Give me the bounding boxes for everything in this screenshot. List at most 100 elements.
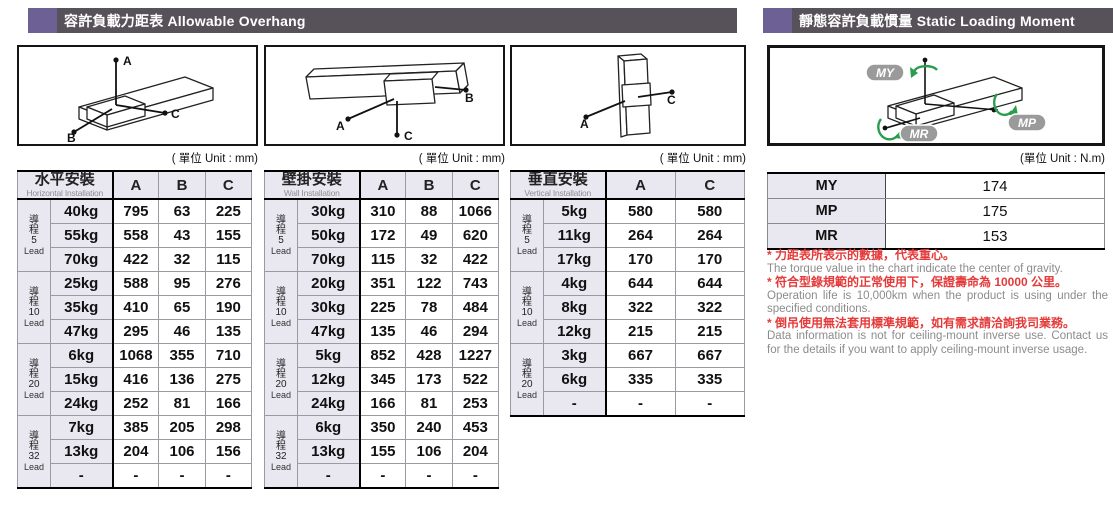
weight-cell: 47kg <box>49 319 114 344</box>
value-cell: 156 <box>204 439 253 464</box>
weight-cell: 30kg <box>296 295 361 320</box>
axis-label-a: A <box>123 54 132 68</box>
value-cell: 852 <box>359 343 407 368</box>
value-cell: 294 <box>451 319 500 344</box>
axis-label-a: A <box>580 117 589 131</box>
value-cell: 558 <box>112 223 160 248</box>
value-cell: 135 <box>359 319 407 344</box>
weight-cell: 12kg <box>543 319 607 344</box>
weight-cell: 5kg <box>296 343 361 368</box>
value-cell: 166 <box>204 391 253 416</box>
value-cell: 155 <box>359 439 407 464</box>
table-title-zh: 垂直安裝 <box>527 171 588 188</box>
value-cell: 252 <box>112 391 160 416</box>
value-cell: 253 <box>451 391 500 416</box>
moment-rail-drawing: MY MP MR <box>865 57 1047 143</box>
column-header: A <box>112 170 160 200</box>
note-en: Data information is not for ceiling-moun… <box>767 330 1108 356</box>
weight-cell: 17kg <box>543 247 607 272</box>
value-cell: 322 <box>605 295 676 320</box>
value-cell: 345 <box>359 367 407 392</box>
value-cell: 453 <box>451 415 500 440</box>
overhang-table: 壁掛安裝 Wall Installation A B C 導程 5 Lead 30kg 310 88… <box>263 170 500 489</box>
section-header-allowable-overhang: 容許負載力距表 Allowable Overhang <box>28 8 737 33</box>
weight-cell: 8kg <box>543 295 607 320</box>
weight-cell: 47kg <box>296 319 361 344</box>
table-title-en: Wall Installation <box>283 188 340 198</box>
vertical-installation-diagram: A C <box>510 45 746 146</box>
note-en: Operation life is 10,000km when the prod… <box>767 289 1108 316</box>
side-rail-drawing: A C B <box>305 62 474 143</box>
lead-group-label: 導程 10 Lead <box>17 271 51 344</box>
weight-cell: 40kg <box>49 198 114 224</box>
value-cell: 135 <box>204 319 253 344</box>
table-title-cell: 水平安裝 Horizontal Installation <box>16 170 114 200</box>
lead-group-label: 導程 5 Lead <box>510 198 544 272</box>
value-cell: 416 <box>112 367 160 392</box>
value-cell: 350 <box>359 415 407 440</box>
badge-my: MY <box>876 66 895 80</box>
value-cell: - <box>451 463 500 489</box>
weight-cell: - <box>543 391 607 417</box>
overhang-table: 水平安裝 Horizontal Installation A B C 導程 5 Lead 40k… <box>16 170 253 489</box>
value-cell: - <box>158 463 206 489</box>
moment-value-cell: 153 <box>885 223 1105 250</box>
horizontal-installation-table: 水平安裝 Horizontal Installation A B C 導程 5 Lead 40k… <box>16 170 253 489</box>
weight-cell: 25kg <box>49 271 114 296</box>
overhang-table: 垂直安裝 Vertical Installation A C 導程 5 Lead 5kg 580… <box>510 170 745 417</box>
value-cell: 166 <box>359 391 407 416</box>
weight-cell: 55kg <box>49 223 114 248</box>
weight-cell: 30kg <box>296 198 361 224</box>
value-cell: 170 <box>605 247 676 272</box>
moment-value-cell: 174 <box>885 172 1105 199</box>
value-cell: 322 <box>674 295 745 320</box>
weight-cell: 6kg <box>296 415 361 440</box>
value-cell: 275 <box>204 367 253 392</box>
value-cell: 225 <box>359 295 407 320</box>
axis-label-b: B <box>465 91 474 105</box>
value-cell: 310 <box>359 198 407 224</box>
value-cell: 136 <box>158 367 206 392</box>
value-cell: 172 <box>359 223 407 248</box>
moment-badges: MY MP MR <box>865 63 1047 143</box>
wall-installation-table: 壁掛安裝 Wall Installation A B C 導程 5 Lead 30kg 310 88… <box>263 170 500 489</box>
static-loading-moment-diagram: MY MP MR <box>767 45 1105 146</box>
lead-group-label: 導程 5 Lead <box>264 198 298 272</box>
value-cell: 644 <box>674 271 745 296</box>
value-cell: 295 <box>112 319 160 344</box>
table-title-en: Horizontal Installation <box>26 188 104 198</box>
value-cell: 422 <box>112 247 160 272</box>
value-cell: 795 <box>112 198 160 224</box>
section-header-static-loading-moment: 靜態容許負載慣量 Static Loading Moment <box>763 8 1113 33</box>
value-cell: - <box>674 391 745 417</box>
note-en: The torque value in the chart indicate t… <box>767 262 1063 275</box>
weight-cell: 70kg <box>296 247 361 272</box>
column-header: A <box>359 170 407 200</box>
value-cell: 385 <box>112 415 160 440</box>
value-cell: 43 <box>158 223 206 248</box>
value-cell: 225 <box>204 198 253 224</box>
value-cell: 215 <box>605 319 676 344</box>
value-cell: 215 <box>674 319 745 344</box>
value-cell: 115 <box>204 247 253 272</box>
axis-label-b: B <box>67 131 76 144</box>
note-zh: * 倒吊使用無法套用標準規範，如有需求請洽詢我司業務。 <box>767 315 1076 330</box>
static-loading-moment-table-wrap: MY 174 MP 175 MR 153 <box>767 172 1105 250</box>
column-header: A <box>605 170 676 200</box>
value-cell: - <box>605 391 676 417</box>
wall-installation-diagram: A C B <box>264 45 505 146</box>
value-cell: 1068 <box>112 343 160 368</box>
value-cell: 264 <box>674 223 745 248</box>
value-cell: 190 <box>204 295 253 320</box>
value-cell: 46 <box>405 319 453 344</box>
weight-cell: 13kg <box>49 439 114 464</box>
table-title-en: Vertical Installation <box>524 188 592 198</box>
value-cell: 710 <box>204 343 253 368</box>
value-cell: - <box>405 463 453 489</box>
value-cell: 204 <box>451 439 500 464</box>
weight-cell: 24kg <box>49 391 114 416</box>
horizontal-installation-diagram: A C B <box>17 45 258 146</box>
weight-cell: 20kg <box>296 271 361 296</box>
value-cell: 63 <box>158 198 206 224</box>
weight-cell: 5kg <box>543 198 607 224</box>
